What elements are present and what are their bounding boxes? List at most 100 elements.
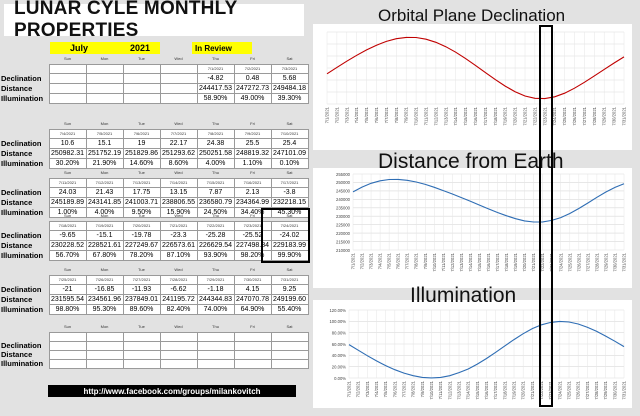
declination-cell: -4.82: [196, 72, 235, 84]
date-cell: [270, 331, 309, 342]
x-tick-label: 7/8/2021: [394, 106, 399, 123]
x-tick-label: 7/22/2021: [540, 252, 545, 271]
illumination-cell: [270, 358, 309, 369]
date-cell: 7/10/2021: [270, 128, 309, 139]
x-tick-label: 7/28/2021: [592, 106, 597, 125]
date-cell: 7/20/2021: [122, 220, 161, 231]
date-cell: 7/11/2021: [48, 177, 87, 188]
declination-chart: 7/1/2021 7/2/2021 7/3/2021 7/4/2021 7/5/2021…: [325, 31, 627, 126]
x-tick-label: 7/28/2021: [594, 252, 599, 271]
declination-cell: -25.28: [196, 229, 235, 241]
footer-link-bar[interactable]: http://www.facebook.com/groups/milankovi…: [48, 385, 296, 397]
x-tick-label: 7/24/2021: [557, 380, 562, 399]
distance-cell: 234561.96: [85, 293, 124, 305]
distance-cell: 247070.78: [233, 293, 272, 305]
weekday-header: Fri: [250, 170, 255, 176]
x-tick-label: 7/3/2021: [344, 106, 349, 123]
date-cell: 7/15/2021: [196, 177, 235, 188]
weekday-header: Fri: [250, 213, 255, 219]
declination-cell: 10.6: [48, 137, 87, 149]
illumination-cell: [48, 358, 87, 369]
x-tick-label: 7/15/2021: [463, 106, 468, 125]
declination-cell: [122, 340, 161, 351]
weekday-header: Sat: [286, 213, 293, 219]
row-label-distance: Distance: [1, 240, 33, 250]
x-tick-label: 7/23/2021: [542, 106, 547, 125]
x-tick-label: 7/20/2021: [522, 252, 527, 271]
weekday-header: Thu: [212, 121, 219, 127]
declination-cell: 17.75: [122, 186, 161, 198]
date-cell: 7/17/2021: [270, 177, 309, 188]
review-banner: In Review: [192, 42, 252, 54]
illumination-cell: 49.00%: [233, 92, 272, 104]
x-tick-label: 7/21/2021: [531, 252, 536, 271]
date-cell: 7/31/2021: [270, 274, 309, 285]
y-tick-label: 230000: [336, 214, 351, 219]
weekday-header: Sun: [63, 56, 72, 62]
x-tick-label: 7/27/2021: [582, 106, 587, 125]
x-tick-label: 7/26/2021: [572, 106, 577, 125]
row-label-illumination: Illumination: [1, 250, 44, 260]
date-cell: 7/29/2021: [196, 274, 235, 285]
illumination-cell: 45.30%: [270, 206, 309, 218]
footer-link[interactable]: http://www.facebook.com/groups/milankovi…: [83, 386, 261, 396]
illumination-cell: 89.60%: [122, 303, 161, 315]
date-cell: 7/16/2021: [233, 177, 272, 188]
illumination-cell: 14.60%: [122, 157, 161, 169]
distance-cell: 247101.09: [270, 147, 309, 159]
x-tick-label: 7/16/2021: [486, 252, 491, 271]
declination-cell: -1.18: [196, 283, 235, 295]
distance-cell: 249484.18: [270, 82, 309, 94]
x-tick-label: 7/19/2021: [512, 380, 517, 399]
y-tick-label: 225000: [336, 222, 351, 227]
weekday-header: Mon: [100, 213, 109, 219]
page-title-box: LUNAR CYLE MONTHLY PROPERTIES: [4, 0, 304, 41]
date-cell: 7/2/2021: [233, 63, 272, 74]
illumination-cell: 87.10%: [159, 249, 198, 261]
y-tick-label: 40.00%: [332, 353, 346, 358]
weekday-header: Thu: [212, 213, 219, 219]
x-tick-label: 7/31/2021: [622, 380, 627, 399]
weekday-header: Sat: [286, 324, 293, 330]
x-tick-label: 7/19/2021: [513, 252, 518, 271]
x-tick-label: 7/10/2021: [414, 106, 419, 125]
x-tick-label: 7/4/2021: [378, 252, 383, 269]
weekday-header: Fri: [250, 121, 255, 127]
x-tick-label: 7/18/2021: [493, 106, 498, 125]
date-cell: [48, 63, 87, 74]
distance-cell: [85, 82, 124, 94]
x-tick-label: 7/31/2021: [622, 106, 627, 125]
weekday-header: Tue: [138, 324, 145, 330]
weekday-header: Wed: [174, 121, 183, 127]
week-block: Sun Mon Tue Wed Thu Fri Sat 7/18/2021 7/19/2021 7…: [0, 212, 309, 261]
weekday-header: Tue: [138, 213, 145, 219]
weekday-header: Thu: [212, 324, 219, 330]
x-tick-label: 7/27/2021: [585, 252, 590, 271]
distance-cell: 244417.53: [196, 82, 235, 94]
distance-cell: 237849.01: [122, 293, 161, 305]
illumination-cell: 1.10%: [233, 157, 272, 169]
y-tick-label: 215000: [336, 239, 351, 244]
distance-cell: [233, 349, 272, 360]
illumination-cell: 99.90%: [270, 249, 309, 261]
distance-cell: 238806.55: [159, 196, 198, 208]
weekday-header: Thu: [212, 170, 219, 176]
x-tick-label: 7/6/2021: [396, 252, 401, 269]
date-cell: [159, 63, 198, 74]
distance-cell: 226629.54: [196, 239, 235, 251]
week-block: Sun Mon Tue Wed Thu Fri Sat Declination Distance…: [0, 323, 309, 369]
distance-cell: 247272.73: [233, 82, 272, 94]
y-tick-label: 60.00%: [332, 342, 346, 347]
x-tick-label: 7/17/2021: [495, 252, 500, 271]
illumination-cell: [85, 358, 124, 369]
weekday-header: Tue: [138, 267, 145, 273]
x-tick-label: 7/3/2021: [369, 252, 374, 269]
illumination-cell: 4.00%: [196, 157, 235, 169]
x-tick-label: 7/19/2021: [503, 106, 508, 125]
date-cell: [159, 331, 198, 342]
declination-cell: 7.87: [196, 186, 235, 198]
x-tick-label: 7/30/2021: [612, 380, 617, 399]
date-cell: [85, 63, 124, 74]
illumination-cell: 55.40%: [270, 303, 309, 315]
y-tick-label: 240000: [336, 197, 351, 202]
